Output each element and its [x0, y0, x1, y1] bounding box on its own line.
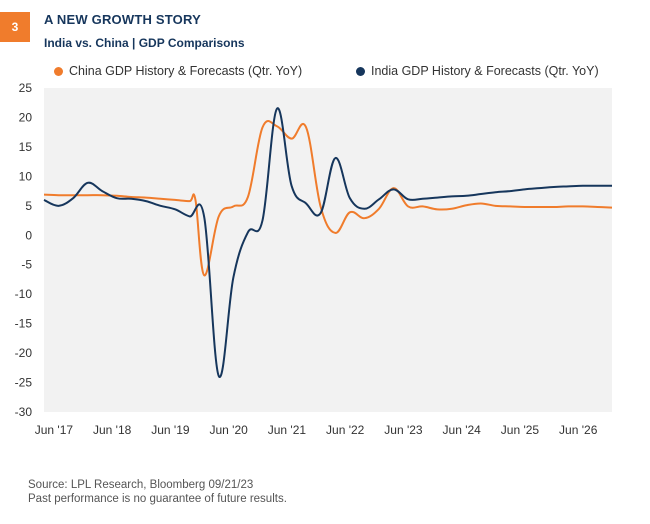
legend-label-india: India GDP History & Forecasts (Qtr. YoY): [371, 64, 599, 78]
y-tick-label: -15: [15, 317, 33, 331]
source-line: Source: LPL Research, Bloomberg 09/21/23: [28, 479, 254, 491]
x-tick-label: Jun '24: [443, 423, 482, 437]
chart-subtitle: India vs. China | GDP Comparisons: [44, 36, 245, 50]
y-tick-label: 15: [19, 140, 33, 154]
y-tick-label: 0: [25, 228, 32, 242]
y-axis: 25 20 15 10 5 0 -5 -10 -15 -20 -25 -30: [15, 81, 33, 419]
disclaimer-line: Past performance is no guarantee of futu…: [28, 493, 287, 505]
chart-number-badge: 3: [0, 12, 30, 42]
series-line-india: [43, 107, 612, 378]
y-tick-label: 10: [19, 169, 33, 183]
y-tick-label: -30: [15, 405, 33, 419]
legend-label-china: China GDP History & Forecasts (Qtr. YoY): [69, 64, 303, 78]
source-note: Source: LPL Research, Bloomberg 09/21/23…: [28, 478, 287, 506]
x-tick-label: Jun '25: [501, 423, 540, 437]
series-line-china: [43, 119, 613, 277]
legend-marker-china: [54, 66, 63, 76]
x-tick-label: Jun '26: [559, 423, 598, 437]
x-tick-label: Jun '22: [326, 423, 365, 437]
legend-marker-india: [356, 66, 365, 76]
plot-area: [44, 88, 612, 412]
y-tick-label: 25: [19, 81, 33, 95]
y-tick-label: -5: [21, 258, 32, 272]
legend-item-china: China GDP History & Forecasts (Qtr. YoY): [54, 64, 302, 78]
x-tick-label: Jun '17: [35, 423, 74, 437]
x-tick-label: Jun '19: [151, 423, 190, 437]
x-tick-label: Jun '23: [384, 423, 423, 437]
y-tick-label: 20: [19, 110, 33, 124]
x-tick-label: Jun '20: [210, 423, 249, 437]
x-tick-label: Jun '18: [93, 423, 132, 437]
series-lines: [43, 107, 613, 378]
y-tick-label: -20: [15, 346, 33, 360]
y-tick-label: -10: [15, 287, 33, 301]
x-axis: Jun '17 Jun '18 Jun '19 Jun '20 Jun '21 Jun '…: [35, 423, 598, 437]
y-tick-label: -25: [15, 376, 33, 390]
legend-item-india: India GDP History & Forecasts (Qtr. YoY): [356, 64, 599, 78]
x-tick-label: Jun '21: [268, 423, 307, 437]
y-tick-label: 5: [25, 199, 32, 213]
chart-title: A NEW GROWTH STORY: [44, 12, 201, 27]
